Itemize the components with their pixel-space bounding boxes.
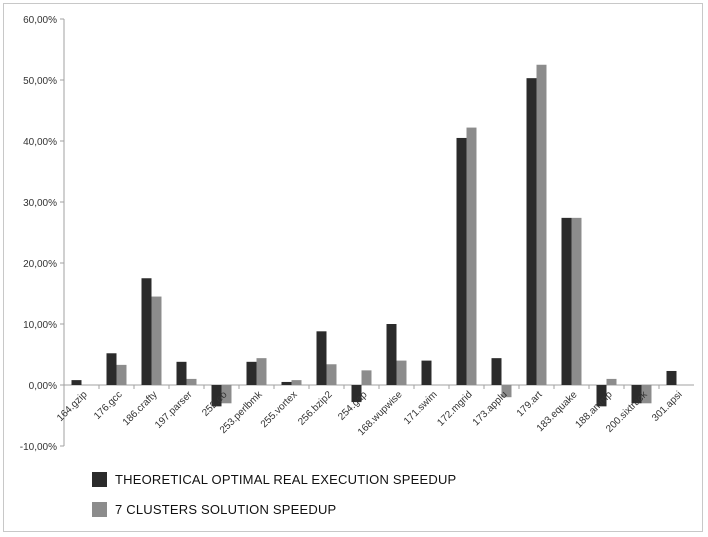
legend-swatch-series-1 [92, 471, 107, 487]
bar-164-gzip-series-1 [71, 380, 82, 385]
bar-256-bzip2-series-1 [316, 331, 327, 385]
y-tick-label: 40,00% [23, 137, 57, 148]
x-tick-label: 171.swim [402, 389, 440, 427]
bar-183-equake-series-1 [561, 217, 572, 385]
bar-254-gap-series-2 [361, 370, 372, 385]
legend-label-series-1: THEORETICAL OPTIMAL REAL EXECUTION SPEED… [115, 471, 457, 487]
bar-168-wupwise-series-2 [396, 360, 407, 385]
bar-176-gcc-series-2 [116, 364, 127, 385]
legend-item-series-1: THEORETICAL OPTIMAL REAL EXECUTION SPEED… [92, 466, 456, 492]
bar-chart: -10,00% 0,00% 10,00% 20,00% 30,00% 40,00% 50,0… [20, 15, 694, 453]
y-tick-label: 50,00% [23, 76, 57, 87]
bar-301-apsi-series-1 [666, 370, 677, 385]
bar-252-eo-series-2 [221, 385, 232, 404]
bar-252-eo-series-1 [211, 385, 222, 407]
y-tick-label: 20,00% [23, 259, 57, 270]
chart-frame: -10,00% 0,00% 10,00% 20,00% 30,00% 40,00% 50,0… [3, 3, 703, 532]
bar-176-gcc-series-1 [106, 353, 117, 385]
bar-197-parser-series-2 [186, 378, 197, 385]
bar-256-bzip2-series-2 [326, 364, 337, 385]
legend-swatch-series-2 [92, 501, 107, 517]
legend-label-series-2: 7 CLUSTERS SOLUTION SPEEDUP [115, 501, 337, 517]
bar-197-parser-series-1 [176, 361, 187, 385]
y-tick-label: 60,00% [23, 15, 57, 26]
x-tick-label: 197.parser [153, 389, 195, 431]
bar-173-applu-series-2 [501, 385, 512, 398]
y-tick-label: 30,00% [23, 198, 57, 209]
y-tick-label: 0,00% [29, 381, 57, 392]
y-tick-label: 10,00% [23, 320, 57, 331]
bar-172-mgrid-series-2 [466, 127, 477, 385]
bar-255-vortex-series-2 [291, 380, 302, 385]
bar-173-applu-series-1 [491, 358, 502, 385]
bar-253-perlbmk-series-1 [246, 361, 257, 385]
bar-188-ammp-series-2 [606, 378, 617, 385]
x-tick-label: 173.applu [471, 389, 510, 428]
bar-200-sixtrack-series-2 [641, 385, 652, 404]
x-tick-label: 255.vortex [259, 389, 300, 430]
x-tick-label: 256.bzip2 [296, 389, 335, 428]
bar-171-swim-series-1 [421, 360, 432, 385]
bar-254-gap-series-1 [351, 385, 362, 403]
x-tick-label: 176.gcc [92, 389, 125, 422]
bar-172-mgrid-series-1 [456, 137, 467, 385]
bar-179-art-series-1 [526, 78, 537, 386]
y-tick-label: -10,00% [20, 442, 57, 453]
bar-200-sixtrack-series-1 [631, 385, 642, 404]
x-tick-label: 301.apsi [650, 389, 685, 424]
x-tick-label: 164.gzip [55, 389, 90, 424]
bar-179-art-series-2 [536, 64, 547, 385]
legend-item-series-2: 7 CLUSTERS SOLUTION SPEEDUP [92, 496, 456, 522]
bar-188-ammp-series-1 [596, 385, 607, 407]
bar-168-wupwise-series-1 [386, 324, 397, 385]
legend: THEORETICAL OPTIMAL REAL EXECUTION SPEED… [92, 466, 456, 526]
bar-183-equake-series-2 [571, 217, 582, 385]
x-tick-label: 179.art [515, 389, 545, 419]
bar-186-crafty-series-1 [141, 278, 152, 385]
x-tick-label: 172.mgrid [435, 389, 474, 428]
bar-253-perlbmk-series-2 [256, 358, 267, 385]
bar-255-vortex-series-1 [281, 381, 292, 385]
bar-186-crafty-series-2 [151, 296, 162, 385]
